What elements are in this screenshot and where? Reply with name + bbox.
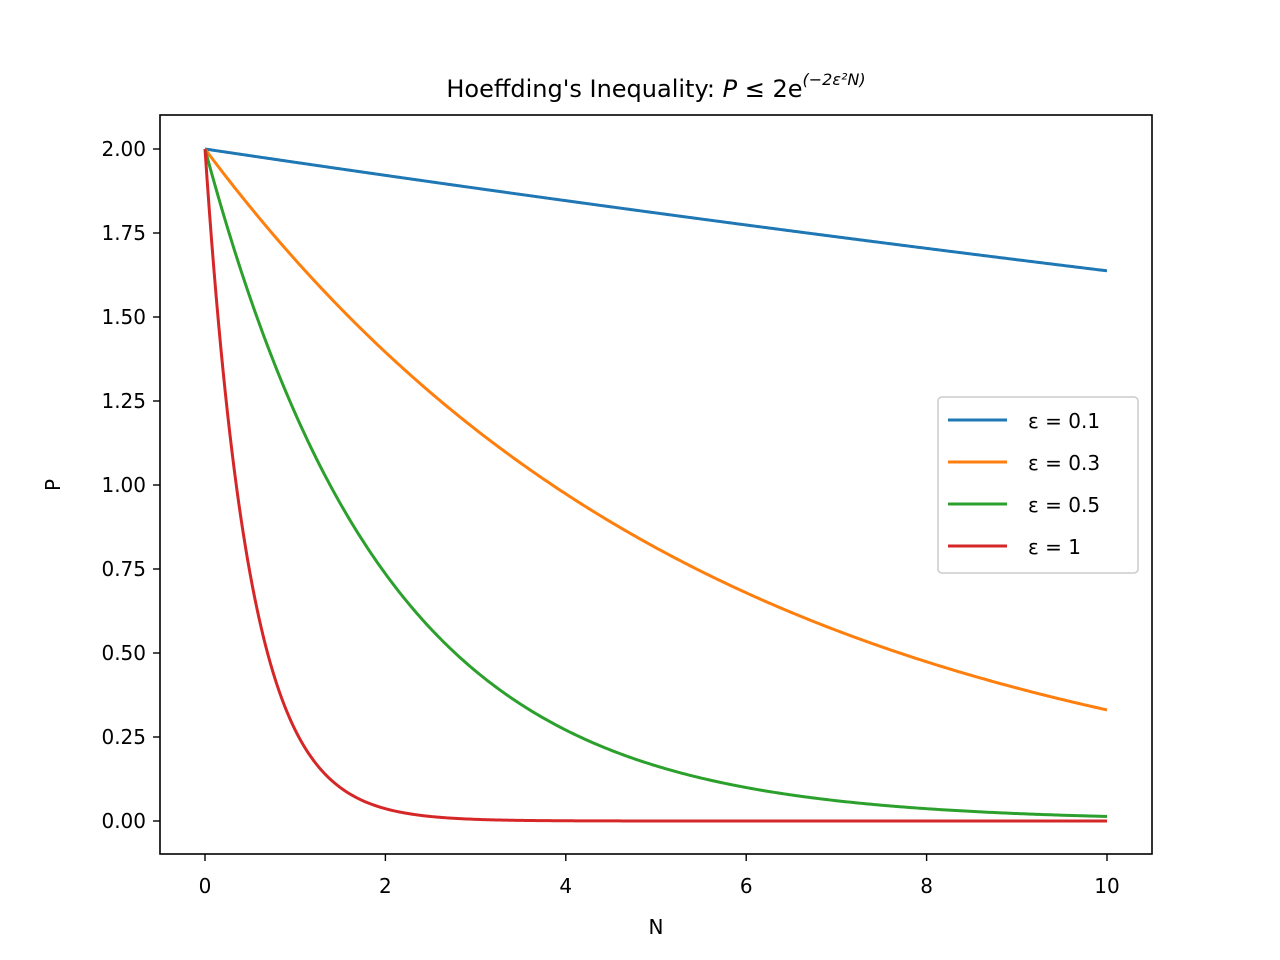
x-tick-label: 6 [740, 874, 753, 898]
series-line-2 [203, 148, 1108, 818]
y-tick-label: 1.75 [101, 221, 146, 245]
chart-title: Hoeffding's Inequality: P ≤ 2e(−2ε²N) [446, 70, 865, 103]
title-rel: ≤ 2e [737, 75, 802, 103]
plot-lines [203, 147, 1108, 823]
y-tick-label: 1.50 [101, 305, 146, 329]
y-axis-label: P [41, 479, 65, 491]
x-axis-label: N [649, 915, 664, 939]
legend-label: ε = 0.3 [1028, 451, 1100, 475]
x-tick-label: 10 [1094, 874, 1119, 898]
y-tick-label: 2.00 [101, 137, 146, 161]
title-exponent: (−2ε²N) [803, 70, 866, 89]
legend-label: ε = 0.5 [1028, 493, 1100, 517]
legend-label: ε = 1 [1028, 535, 1081, 559]
x-tick-label: 8 [920, 874, 933, 898]
y-tick-label: 0.75 [101, 557, 146, 581]
y-axis: 0.00 0.25 0.50 0.75 1.00 1.25 1.50 1.75 2.00 [101, 137, 160, 833]
legend-box [937, 396, 1139, 574]
y-tick-label: 0.25 [101, 725, 146, 749]
y-tick-label: 1.25 [101, 389, 146, 413]
legend-item: ε = 0.1 [948, 409, 1100, 433]
series-line-3 [203, 148, 1107, 823]
x-tick-label: 4 [559, 874, 572, 898]
x-tick-label: 0 [199, 874, 212, 898]
y-tick-label: 0.00 [101, 809, 146, 833]
title-lhs: P [723, 75, 738, 103]
legend-item: ε = 0.5 [948, 493, 1100, 517]
y-tick-label: 1.00 [101, 473, 146, 497]
legend-label: ε = 0.1 [1028, 409, 1100, 433]
legend-item: ε = 1 [948, 535, 1081, 559]
x-tick-label: 2 [379, 874, 392, 898]
y-tick-label: 0.50 [101, 641, 146, 665]
series-line-1 [203, 148, 1108, 712]
legend-item: ε = 0.3 [948, 451, 1100, 475]
series-line-0 [204, 147, 1108, 273]
x-axis: 0 2 4 6 8 10 [199, 854, 1120, 898]
title-prefix: Hoeffding's Inequality: [446, 75, 722, 103]
legend: ε = 0.1 ε = 0.3 ε = 0.5 ε = 1 [937, 396, 1139, 574]
